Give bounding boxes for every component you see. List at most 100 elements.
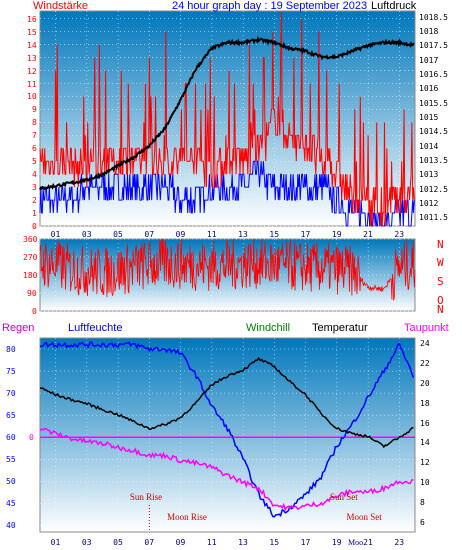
pressure-y-tick: 1015.5 bbox=[419, 98, 448, 108]
x-tick-label: 15 bbox=[269, 538, 280, 547]
x-tick-label: 01 bbox=[50, 230, 61, 239]
wind-y-tick: 1 bbox=[32, 209, 37, 219]
x-tick-label: 17 bbox=[300, 538, 311, 547]
compass-label: O bbox=[437, 294, 444, 307]
wind-y-tick: 0 bbox=[32, 222, 37, 231]
x-tick-label: 21 bbox=[363, 538, 373, 547]
x-tick-label: 11 bbox=[206, 230, 217, 239]
temperature-y-tick: 12 bbox=[420, 458, 430, 468]
sun-set-label: Sun Set bbox=[330, 492, 358, 502]
x-tick-label: 01 bbox=[50, 538, 61, 547]
humidity-legend: Luftfeuchte bbox=[68, 322, 123, 334]
x-tick-label: 03 bbox=[81, 230, 92, 239]
pressure-y-tick: 1013.5 bbox=[419, 156, 448, 166]
temperature-y-tick: 14 bbox=[420, 438, 430, 448]
moon-rise-label: Moon Rise bbox=[167, 512, 207, 522]
pressure-y-tick: 1014 bbox=[419, 141, 439, 151]
x-tick-label: 09 bbox=[175, 538, 186, 547]
sun-rise-label: Sun Rise bbox=[129, 492, 163, 502]
moon-set-short-label: Moo bbox=[348, 538, 364, 547]
direction-y-tick: 0 bbox=[32, 307, 37, 316]
temp-humidity-plot-area bbox=[39, 337, 416, 533]
direction-y-tick: 90 bbox=[27, 289, 37, 298]
wind-y-tick: 11 bbox=[27, 79, 37, 89]
humidity-y-tick: 45 bbox=[6, 499, 16, 509]
pressure-y-tick: 1018.5 bbox=[419, 12, 448, 22]
wind-y-tick: 6 bbox=[32, 144, 37, 154]
temperature-y-tick: 16 bbox=[420, 418, 430, 428]
humidity-y-tick: 60 bbox=[6, 433, 16, 443]
graph-title: 24 hour graph day : 19 September 2023 bbox=[172, 0, 368, 12]
dewpoint-series-line bbox=[39, 427, 414, 512]
dewpoint-legend: Taupunkt bbox=[404, 322, 449, 334]
wind-pressure-plot-area bbox=[39, 10, 416, 227]
compass-label: W bbox=[437, 256, 444, 269]
x-tick-label: 15 bbox=[269, 230, 280, 239]
pressure-y-tick: 1017.5 bbox=[419, 41, 448, 51]
rain-zero-label: 0 bbox=[29, 433, 34, 443]
pressure-y-tick: 1015 bbox=[419, 113, 439, 123]
direction-y-tick: 180 bbox=[23, 271, 38, 280]
x-tick-label: 07 bbox=[144, 230, 155, 239]
x-tick-label: 13 bbox=[238, 230, 248, 239]
humidity-y-tick: 50 bbox=[6, 477, 16, 487]
pressure-y-tick: 1016 bbox=[419, 84, 439, 94]
pressure-y-tick: 1011.5 bbox=[419, 213, 448, 223]
x-tick-label: 19 bbox=[331, 538, 342, 547]
pressure-y-tick: 1013 bbox=[419, 170, 439, 180]
x-tick-label: 19 bbox=[331, 230, 342, 239]
pressure-series-line bbox=[39, 35, 415, 191]
x-tick-label: 21 bbox=[363, 230, 373, 239]
wind-direction-line bbox=[39, 238, 416, 301]
humidity-y-tick: 65 bbox=[6, 411, 16, 421]
x-tick-label: 23 bbox=[394, 230, 405, 239]
temperature-y-tick: 8 bbox=[420, 498, 425, 508]
x-tick-label: 05 bbox=[113, 538, 123, 547]
x-tick-label: 13 bbox=[238, 538, 248, 547]
wind-y-tick: 4 bbox=[32, 170, 37, 180]
humidity-y-tick: 55 bbox=[6, 455, 16, 465]
pressure-y-tick: 1012 bbox=[419, 199, 439, 209]
temperature-legend: Temperatur bbox=[312, 322, 368, 334]
humidity-y-tick: 70 bbox=[6, 389, 16, 399]
x-tick-label: 07 bbox=[144, 538, 155, 547]
x-tick-label: 17 bbox=[300, 230, 311, 239]
temperature-y-tick: 6 bbox=[420, 518, 425, 528]
temperature-y-tick: 22 bbox=[420, 358, 430, 368]
wind-y-tick: 7 bbox=[32, 131, 37, 141]
temperature-y-tick: 18 bbox=[420, 398, 430, 408]
pressure-y-tick: 1012.5 bbox=[419, 184, 448, 194]
moon-set-label: Moon Set bbox=[346, 512, 382, 522]
humidity-series-line bbox=[39, 341, 415, 518]
pressure-y-tick: 1014.5 bbox=[419, 127, 448, 137]
wind-series-line bbox=[39, 12, 415, 227]
x-tick-label: 03 bbox=[81, 538, 92, 547]
wind-y-tick: 9 bbox=[32, 105, 37, 115]
direction-y-tick: 270 bbox=[23, 253, 38, 262]
wind-y-tick: 8 bbox=[32, 118, 37, 128]
x-tick-label: 09 bbox=[175, 230, 186, 239]
compass-label: S bbox=[437, 275, 444, 288]
wind-y-tick: 12 bbox=[27, 66, 37, 76]
pressure-title: Luftdruck bbox=[371, 0, 417, 12]
wind-y-tick: 10 bbox=[27, 92, 37, 102]
humidity-y-tick: 80 bbox=[6, 345, 16, 355]
humidity-y-tick: 40 bbox=[6, 521, 16, 531]
wind-y-tick: 16 bbox=[27, 14, 37, 24]
compass-label: N bbox=[437, 238, 444, 251]
temperature-y-tick: 20 bbox=[420, 378, 430, 388]
x-tick-label: 05 bbox=[113, 230, 123, 239]
compass-label: N bbox=[437, 303, 444, 316]
pressure-y-tick: 1017 bbox=[419, 55, 439, 65]
temperature-y-tick: 10 bbox=[420, 478, 430, 488]
pressure-y-tick: 1016.5 bbox=[419, 70, 448, 80]
temperature-series-line bbox=[39, 356, 414, 449]
direction-y-tick: 360 bbox=[23, 235, 38, 244]
rain-legend: Regen bbox=[2, 322, 35, 334]
pressure-y-tick: 1018 bbox=[419, 27, 439, 37]
windchill-legend: Windchill bbox=[246, 322, 291, 334]
x-tick-label: 11 bbox=[206, 538, 217, 547]
wind-y-tick: 5 bbox=[32, 157, 37, 167]
humidity-y-tick: 75 bbox=[6, 367, 16, 377]
